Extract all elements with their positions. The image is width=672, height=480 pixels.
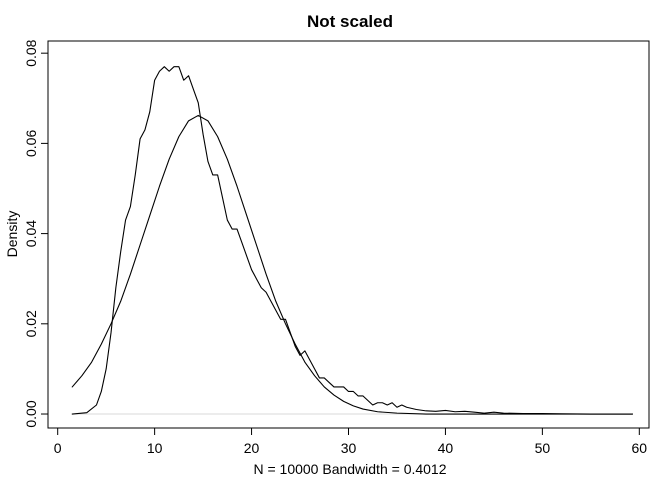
density-curve-normal <box>71 114 634 415</box>
x-tick-label: 30 <box>341 440 357 456</box>
y-tick-label: 0.00 <box>23 400 39 427</box>
x-tick-label: 50 <box>535 440 551 456</box>
density-curve-empirical <box>71 66 634 415</box>
x-tick-label: 20 <box>244 440 260 456</box>
x-tick-label: 0 <box>54 440 62 456</box>
x-axis-title: N = 10000 Bandwidth = 0.4012 <box>253 461 446 477</box>
chart-title: Not scaled <box>307 12 393 31</box>
y-tick-label: 0.06 <box>23 130 39 157</box>
y-axis-title: Density <box>4 211 20 258</box>
x-tick-label: 40 <box>438 440 454 456</box>
y-tick-label: 0.04 <box>23 220 39 247</box>
y-tick-label: 0.02 <box>23 310 39 337</box>
x-tick-label: 60 <box>632 440 648 456</box>
y-tick-label: 0.08 <box>23 39 39 66</box>
series-group <box>71 66 634 415</box>
y-axis: 0.00 0.02 0.04 0.06 0.08 <box>23 39 49 428</box>
x-axis: 0 10 20 30 40 50 60 <box>54 427 648 456</box>
plot-frame <box>47 40 650 429</box>
x-tick-label: 10 <box>147 440 163 456</box>
